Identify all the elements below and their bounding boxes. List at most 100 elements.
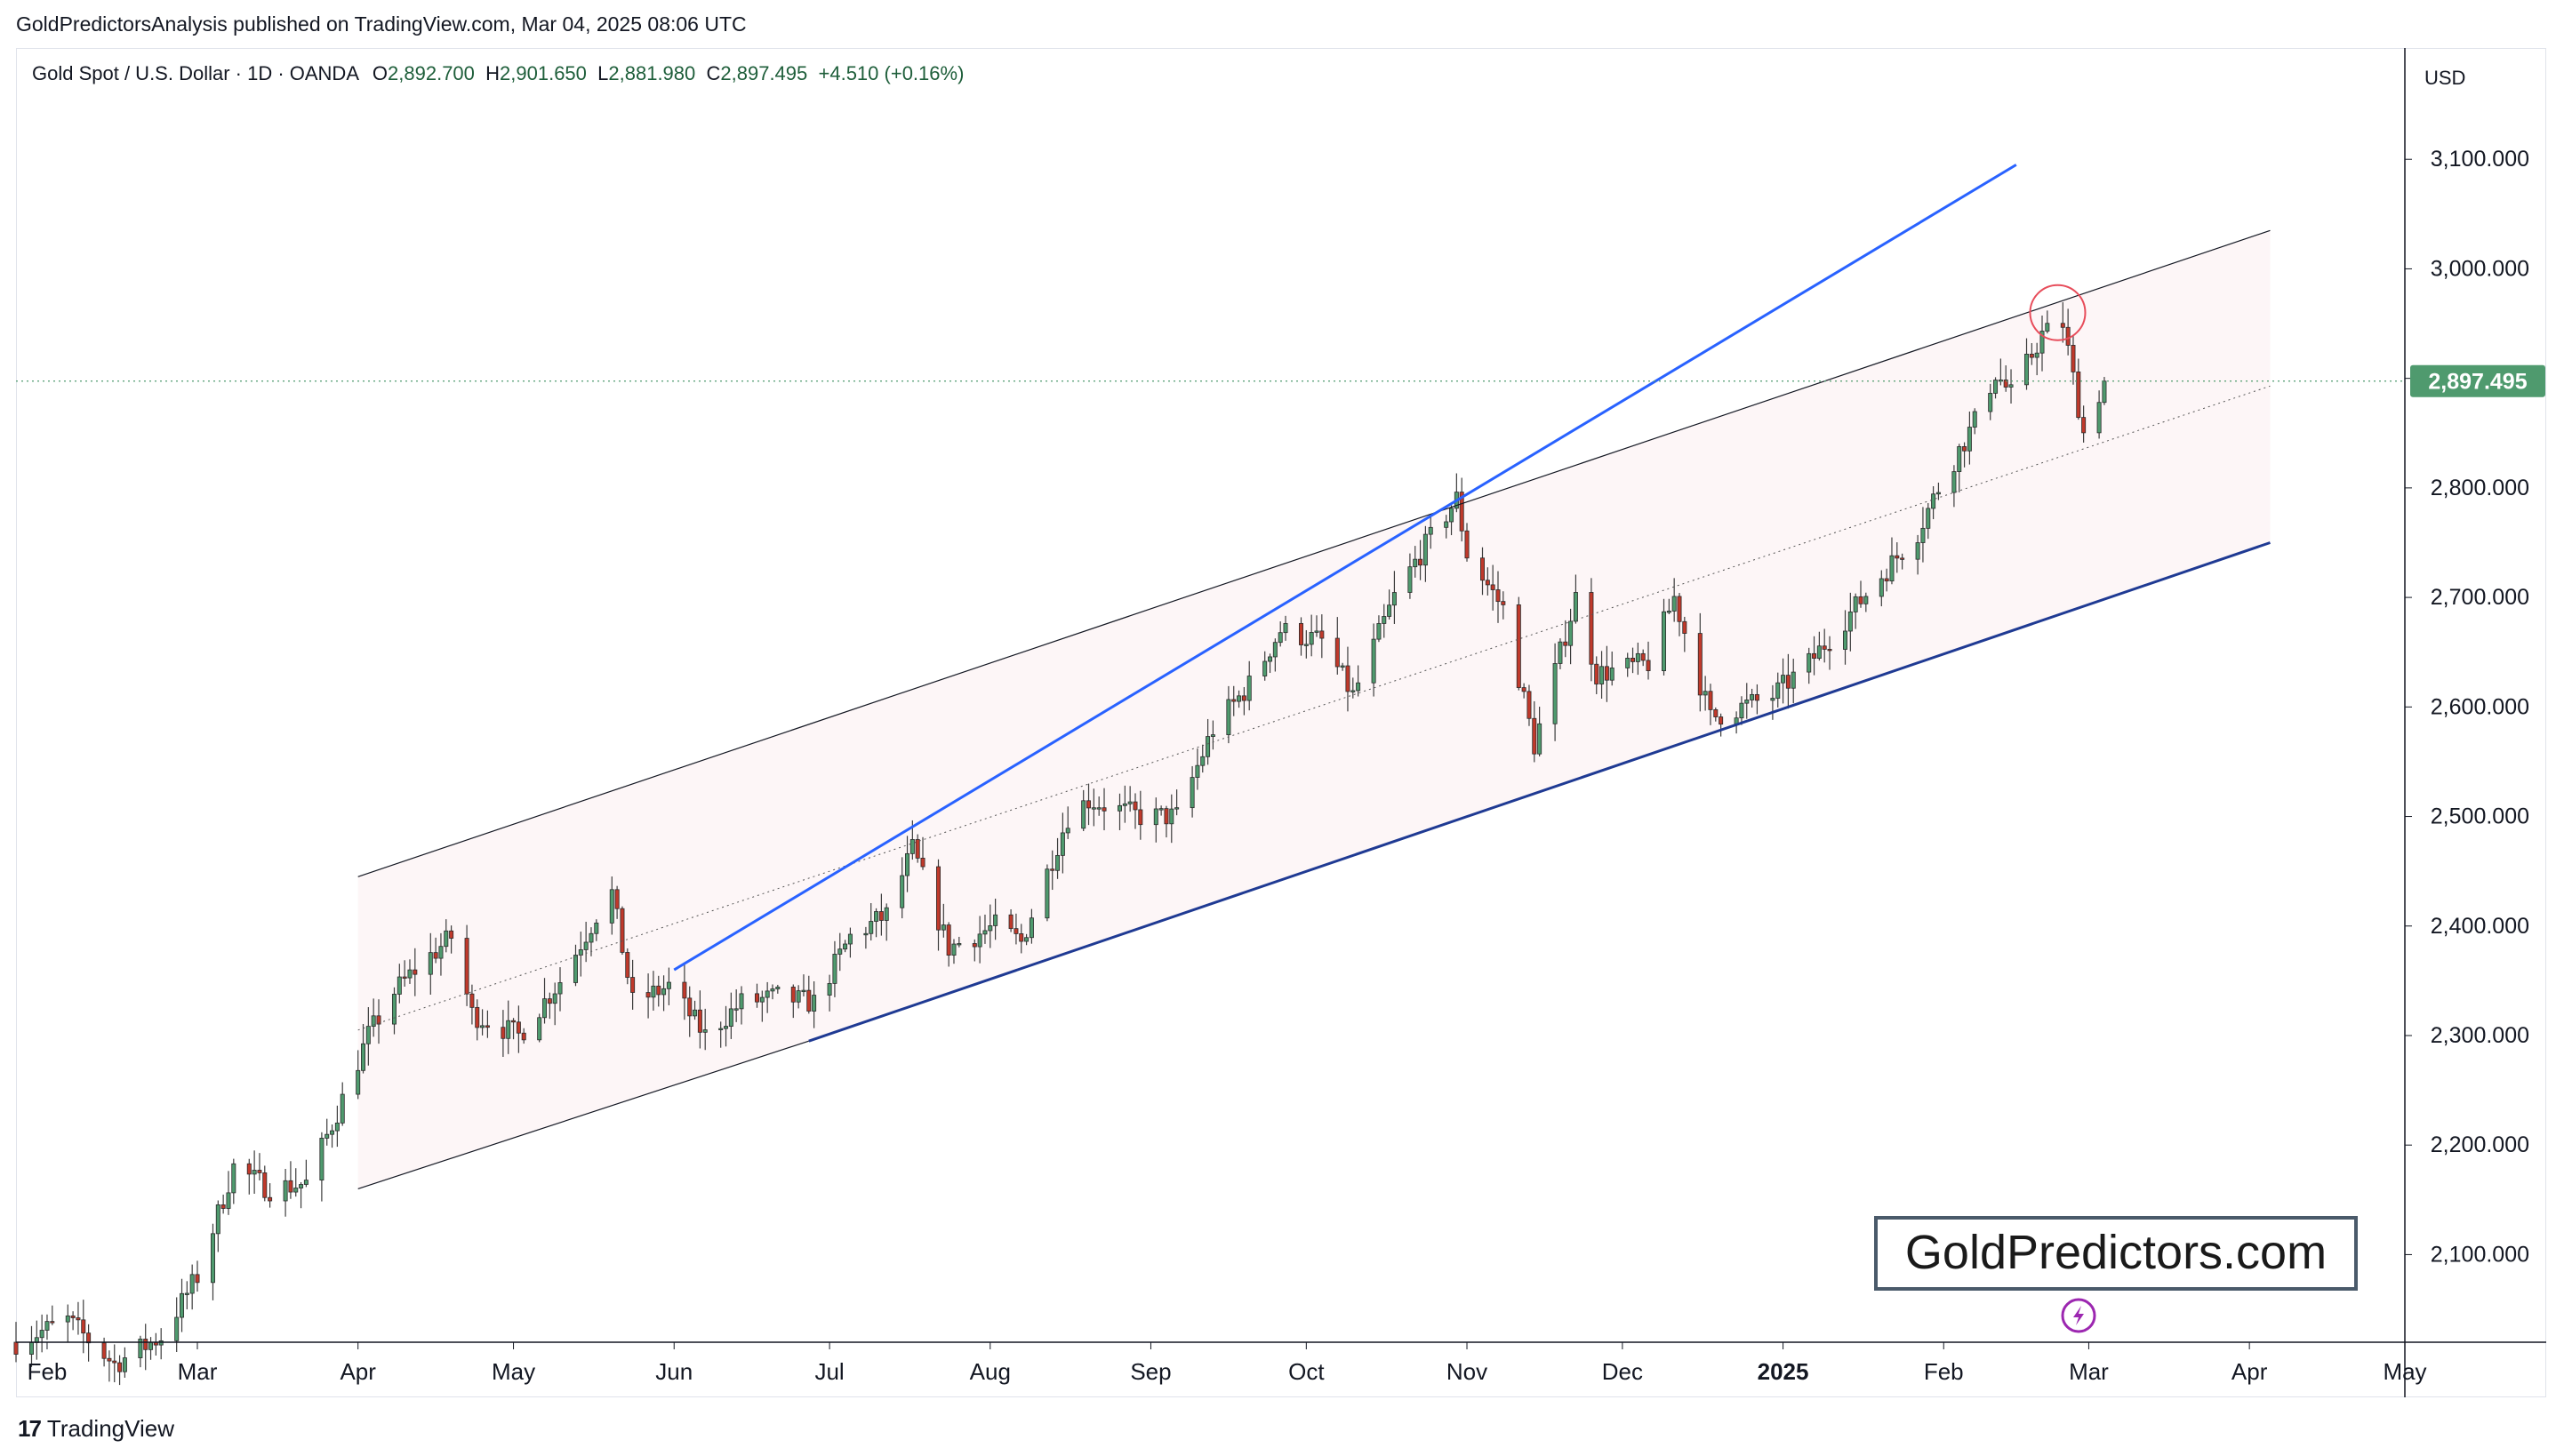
candle xyxy=(257,1170,262,1173)
channel-lower-line xyxy=(357,1040,809,1190)
candle xyxy=(687,997,693,1017)
candle xyxy=(246,1163,252,1175)
candle xyxy=(2039,331,2045,354)
candle xyxy=(122,1357,127,1372)
candle xyxy=(231,1163,236,1194)
candle xyxy=(863,932,869,936)
candle xyxy=(1822,645,1827,650)
candle xyxy=(557,982,563,995)
candle xyxy=(1029,917,1034,939)
candle xyxy=(946,924,951,956)
candle xyxy=(1210,734,1215,737)
candle xyxy=(920,857,925,868)
x-tick-label: Mar xyxy=(2069,1358,2109,1385)
x-tick-label: Jun xyxy=(655,1358,693,1385)
candle xyxy=(728,1008,733,1027)
trendline-layer xyxy=(16,164,2405,1190)
high-value: 2,901.650 xyxy=(500,62,587,84)
lightning-icon-glyph xyxy=(2073,1306,2084,1325)
candle xyxy=(1314,630,1319,633)
x-tick-label: 2025 xyxy=(1758,1358,1809,1385)
candle xyxy=(1158,808,1164,811)
candle xyxy=(1879,578,1884,597)
candle xyxy=(1055,854,1061,871)
candle xyxy=(759,996,765,1003)
candle xyxy=(1635,652,1640,662)
last-price-label: 2,897.495 xyxy=(2428,370,2527,395)
candle xyxy=(1988,393,1993,412)
candle xyxy=(293,1188,299,1193)
candle xyxy=(438,946,444,959)
candle xyxy=(283,1180,288,1202)
candle xyxy=(1495,589,1501,603)
candle xyxy=(1060,832,1065,856)
candle xyxy=(511,1020,517,1023)
candle xyxy=(594,922,599,934)
candle xyxy=(44,1321,50,1331)
candle xyxy=(915,839,920,859)
candle xyxy=(1206,736,1211,757)
candle xyxy=(1050,868,1055,871)
candle xyxy=(449,930,454,939)
candle xyxy=(180,1292,185,1318)
candle xyxy=(2034,352,2039,358)
candle xyxy=(869,921,874,934)
candle xyxy=(1490,584,1495,590)
candle xyxy=(1967,427,1972,452)
candle xyxy=(288,1180,293,1193)
candle xyxy=(1272,642,1278,658)
candle xyxy=(1091,807,1096,810)
y-tick-label: 2,300.000 xyxy=(2431,1023,2529,1048)
candle xyxy=(661,988,667,996)
candle xyxy=(469,993,475,1008)
candle xyxy=(86,1332,92,1344)
candle xyxy=(1246,676,1252,701)
candle xyxy=(1133,801,1138,811)
candle xyxy=(693,1009,698,1017)
candle xyxy=(70,1315,76,1318)
candle xyxy=(1935,492,1941,495)
candle xyxy=(215,1204,220,1235)
channel-layer xyxy=(357,230,2271,1189)
candle xyxy=(391,994,397,1025)
candle xyxy=(480,1025,485,1028)
candle xyxy=(81,1319,86,1334)
candle xyxy=(475,1006,480,1028)
low-value: 2,881.980 xyxy=(608,62,696,84)
candle xyxy=(210,1233,215,1284)
candle xyxy=(1334,637,1340,668)
candle xyxy=(957,943,962,946)
candle xyxy=(1785,675,1791,689)
candle xyxy=(977,933,982,948)
candle xyxy=(1086,800,1092,809)
candle xyxy=(537,1017,542,1041)
candle xyxy=(39,1330,44,1339)
candle xyxy=(1843,630,1848,650)
candle xyxy=(1770,698,1775,701)
candle xyxy=(1153,808,1158,826)
candle xyxy=(501,1027,506,1039)
axis-layer: USD 2,100.000 2,200.000 2,300.000 2,400.000 2… xyxy=(16,48,2546,1397)
candle xyxy=(189,1274,195,1294)
candle xyxy=(1951,471,1957,493)
candle xyxy=(1516,604,1521,688)
candle xyxy=(1231,699,1237,702)
candle xyxy=(993,914,998,926)
symbol-legend: Gold Spot / U.S. Dollar · 1D · OANDA O2,… xyxy=(32,62,964,85)
candle xyxy=(1024,937,1030,942)
candle xyxy=(485,1025,490,1028)
candle xyxy=(143,1339,148,1350)
footer-brand[interactable]: 17 TradingView xyxy=(18,1415,174,1443)
candle xyxy=(334,1122,340,1132)
candle xyxy=(1102,807,1107,812)
low-label: L xyxy=(597,62,609,84)
high-label: H xyxy=(485,62,501,84)
y-tick-label: 2,600.000 xyxy=(2431,694,2529,719)
candle xyxy=(1237,695,1242,702)
candle xyxy=(1480,557,1486,581)
x-tick-label: May xyxy=(2383,1358,2426,1385)
candle xyxy=(656,985,661,996)
candle xyxy=(226,1192,231,1209)
watermark-box xyxy=(1874,1216,2358,1291)
